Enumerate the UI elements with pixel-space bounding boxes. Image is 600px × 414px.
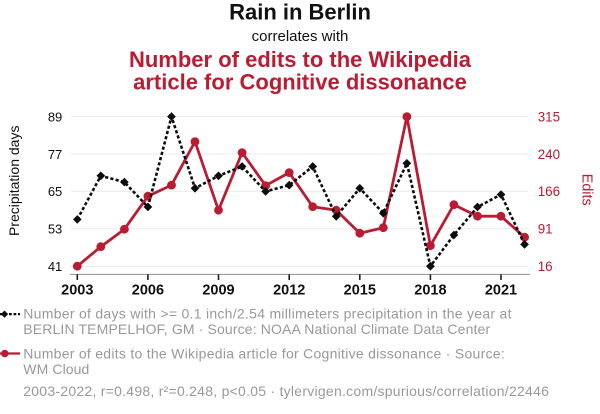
svg-text:Edits: Edits [579, 174, 595, 206]
svg-text:240: 240 [538, 147, 560, 162]
svg-text:Precipitation days: Precipitation days [6, 126, 22, 237]
svg-text:89: 89 [48, 109, 62, 124]
svg-text:53: 53 [48, 222, 62, 237]
svg-text:2018: 2018 [414, 283, 446, 299]
svg-text:65: 65 [48, 184, 62, 199]
svg-text:2015: 2015 [344, 283, 376, 299]
svg-text:2003-2022, r=0.498, r²=0.248,: 2003-2022, r=0.498, r²=0.248, p<0.05 · t… [23, 383, 549, 399]
svg-text:41: 41 [48, 259, 62, 274]
svg-text:Number of edits to the Wikiped: Number of edits to the Wikipedia [129, 47, 472, 72]
svg-text:77: 77 [48, 147, 62, 162]
svg-text:2012: 2012 [273, 283, 305, 299]
svg-text:article for Cognitive dissonan: article for Cognitive dissonance [133, 70, 467, 95]
svg-text:2009: 2009 [202, 283, 234, 299]
svg-text:16: 16 [538, 259, 553, 274]
svg-text:2006: 2006 [132, 283, 164, 299]
svg-text:Rain in Berlin: Rain in Berlin [229, 0, 371, 25]
svg-text:Number of edits to the Wikiped: Number of edits to the Wikipedia article… [23, 346, 505, 362]
svg-text:166: 166 [538, 184, 560, 199]
svg-text:BERLIN TEMPELHOF, GM · Source:: BERLIN TEMPELHOF, GM · Source: NOAA Nati… [23, 321, 490, 337]
svg-text:Number of days with >= 0.1 inc: Number of days with >= 0.1 inch/2.54 mil… [23, 306, 511, 322]
svg-text:2021: 2021 [485, 283, 517, 299]
svg-text:91: 91 [538, 222, 553, 237]
svg-text:315: 315 [538, 109, 560, 124]
svg-text:WM Cloud: WM Cloud [23, 361, 89, 377]
svg-text:2003: 2003 [61, 283, 93, 299]
svg-text:correlates with: correlates with [252, 28, 349, 45]
